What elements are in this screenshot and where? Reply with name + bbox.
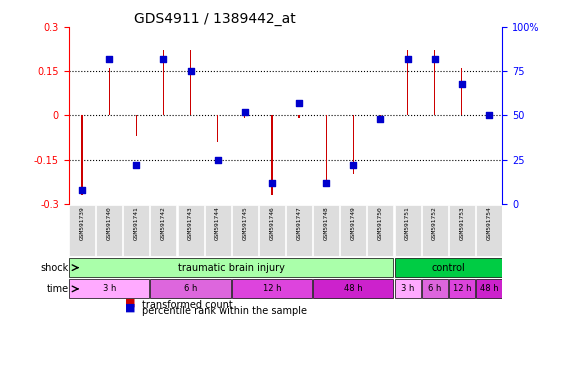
Text: 12 h: 12 h: [263, 285, 281, 293]
Bar: [461, 68, 463, 116]
Bar: [271, 116, 272, 195]
Point: [104, 56, 114, 62]
Text: GSM591739: GSM591739: [79, 207, 85, 240]
Text: GSM591750: GSM591750: [378, 207, 383, 240]
Bar: [434, 50, 435, 116]
FancyBboxPatch shape: [69, 258, 393, 277]
Point: [430, 56, 439, 62]
Text: GSM591742: GSM591742: [161, 207, 166, 240]
FancyBboxPatch shape: [204, 205, 231, 256]
Point: [240, 109, 250, 115]
FancyBboxPatch shape: [313, 205, 339, 256]
Point: [295, 100, 304, 106]
Text: GDS4911 / 1389442_at: GDS4911 / 1389442_at: [134, 12, 295, 26]
Bar: [82, 116, 83, 195]
Text: time: time: [46, 284, 69, 294]
Text: GSM591743: GSM591743: [188, 207, 193, 240]
FancyBboxPatch shape: [340, 205, 367, 256]
Bar: [299, 116, 300, 118]
Text: GSM591746: GSM591746: [270, 207, 275, 240]
FancyBboxPatch shape: [232, 205, 258, 256]
FancyBboxPatch shape: [421, 205, 448, 256]
Text: 3 h: 3 h: [103, 285, 116, 293]
FancyBboxPatch shape: [449, 279, 475, 298]
Text: 3 h: 3 h: [401, 285, 414, 293]
Bar: [488, 113, 489, 116]
Text: GSM591748: GSM591748: [324, 207, 329, 240]
FancyBboxPatch shape: [150, 205, 176, 256]
FancyBboxPatch shape: [395, 279, 421, 298]
Text: ■: ■: [125, 303, 135, 313]
Text: ■: ■: [125, 298, 135, 308]
FancyBboxPatch shape: [367, 205, 393, 256]
Text: traumatic brain injury: traumatic brain injury: [178, 263, 285, 273]
FancyBboxPatch shape: [232, 279, 312, 298]
FancyBboxPatch shape: [313, 279, 393, 298]
Bar: [108, 68, 110, 116]
FancyBboxPatch shape: [421, 279, 448, 298]
Point: [321, 180, 331, 186]
Point: [484, 113, 493, 119]
Text: GSM591754: GSM591754: [486, 207, 492, 240]
Point: [457, 81, 467, 87]
FancyBboxPatch shape: [69, 279, 150, 298]
Text: GSM591749: GSM591749: [351, 207, 356, 240]
FancyBboxPatch shape: [395, 205, 421, 256]
Point: [403, 56, 412, 62]
Bar: [190, 50, 191, 116]
Text: control: control: [431, 263, 465, 273]
FancyBboxPatch shape: [476, 279, 502, 298]
Bar: [244, 116, 246, 118]
FancyBboxPatch shape: [178, 205, 204, 256]
FancyBboxPatch shape: [476, 205, 502, 256]
Bar: [380, 116, 381, 118]
Text: GSM591744: GSM591744: [215, 207, 220, 240]
Bar: [407, 50, 408, 116]
Bar: [136, 116, 137, 136]
Bar: [353, 116, 354, 174]
FancyBboxPatch shape: [123, 205, 150, 256]
Text: shock: shock: [41, 263, 69, 273]
Text: GSM591741: GSM591741: [134, 207, 139, 240]
Text: GSM591745: GSM591745: [242, 207, 247, 240]
Text: 6 h: 6 h: [184, 285, 197, 293]
Point: [376, 116, 385, 122]
Bar: [217, 116, 218, 142]
FancyBboxPatch shape: [449, 205, 475, 256]
FancyBboxPatch shape: [286, 205, 312, 256]
Point: [132, 162, 141, 168]
Bar: [325, 116, 327, 183]
Point: [78, 187, 87, 193]
Text: percentile rank within the sample: percentile rank within the sample: [142, 306, 307, 316]
FancyBboxPatch shape: [96, 205, 122, 256]
Text: GSM591747: GSM591747: [296, 207, 301, 240]
Text: GSM591753: GSM591753: [459, 207, 464, 240]
FancyBboxPatch shape: [395, 258, 502, 277]
Bar: [163, 50, 164, 116]
Text: 48 h: 48 h: [344, 285, 363, 293]
Text: GSM591752: GSM591752: [432, 207, 437, 240]
Text: GSM591740: GSM591740: [107, 207, 112, 240]
FancyBboxPatch shape: [150, 279, 231, 298]
Text: transformed count: transformed count: [142, 300, 233, 311]
FancyBboxPatch shape: [259, 205, 285, 256]
Text: 12 h: 12 h: [453, 285, 471, 293]
FancyBboxPatch shape: [69, 205, 95, 256]
Point: [349, 162, 358, 168]
Text: GSM591751: GSM591751: [405, 207, 410, 240]
Point: [213, 157, 222, 163]
Point: [267, 180, 276, 186]
Point: [159, 56, 168, 62]
Text: 6 h: 6 h: [428, 285, 441, 293]
Text: 48 h: 48 h: [480, 285, 498, 293]
Point: [186, 68, 195, 74]
